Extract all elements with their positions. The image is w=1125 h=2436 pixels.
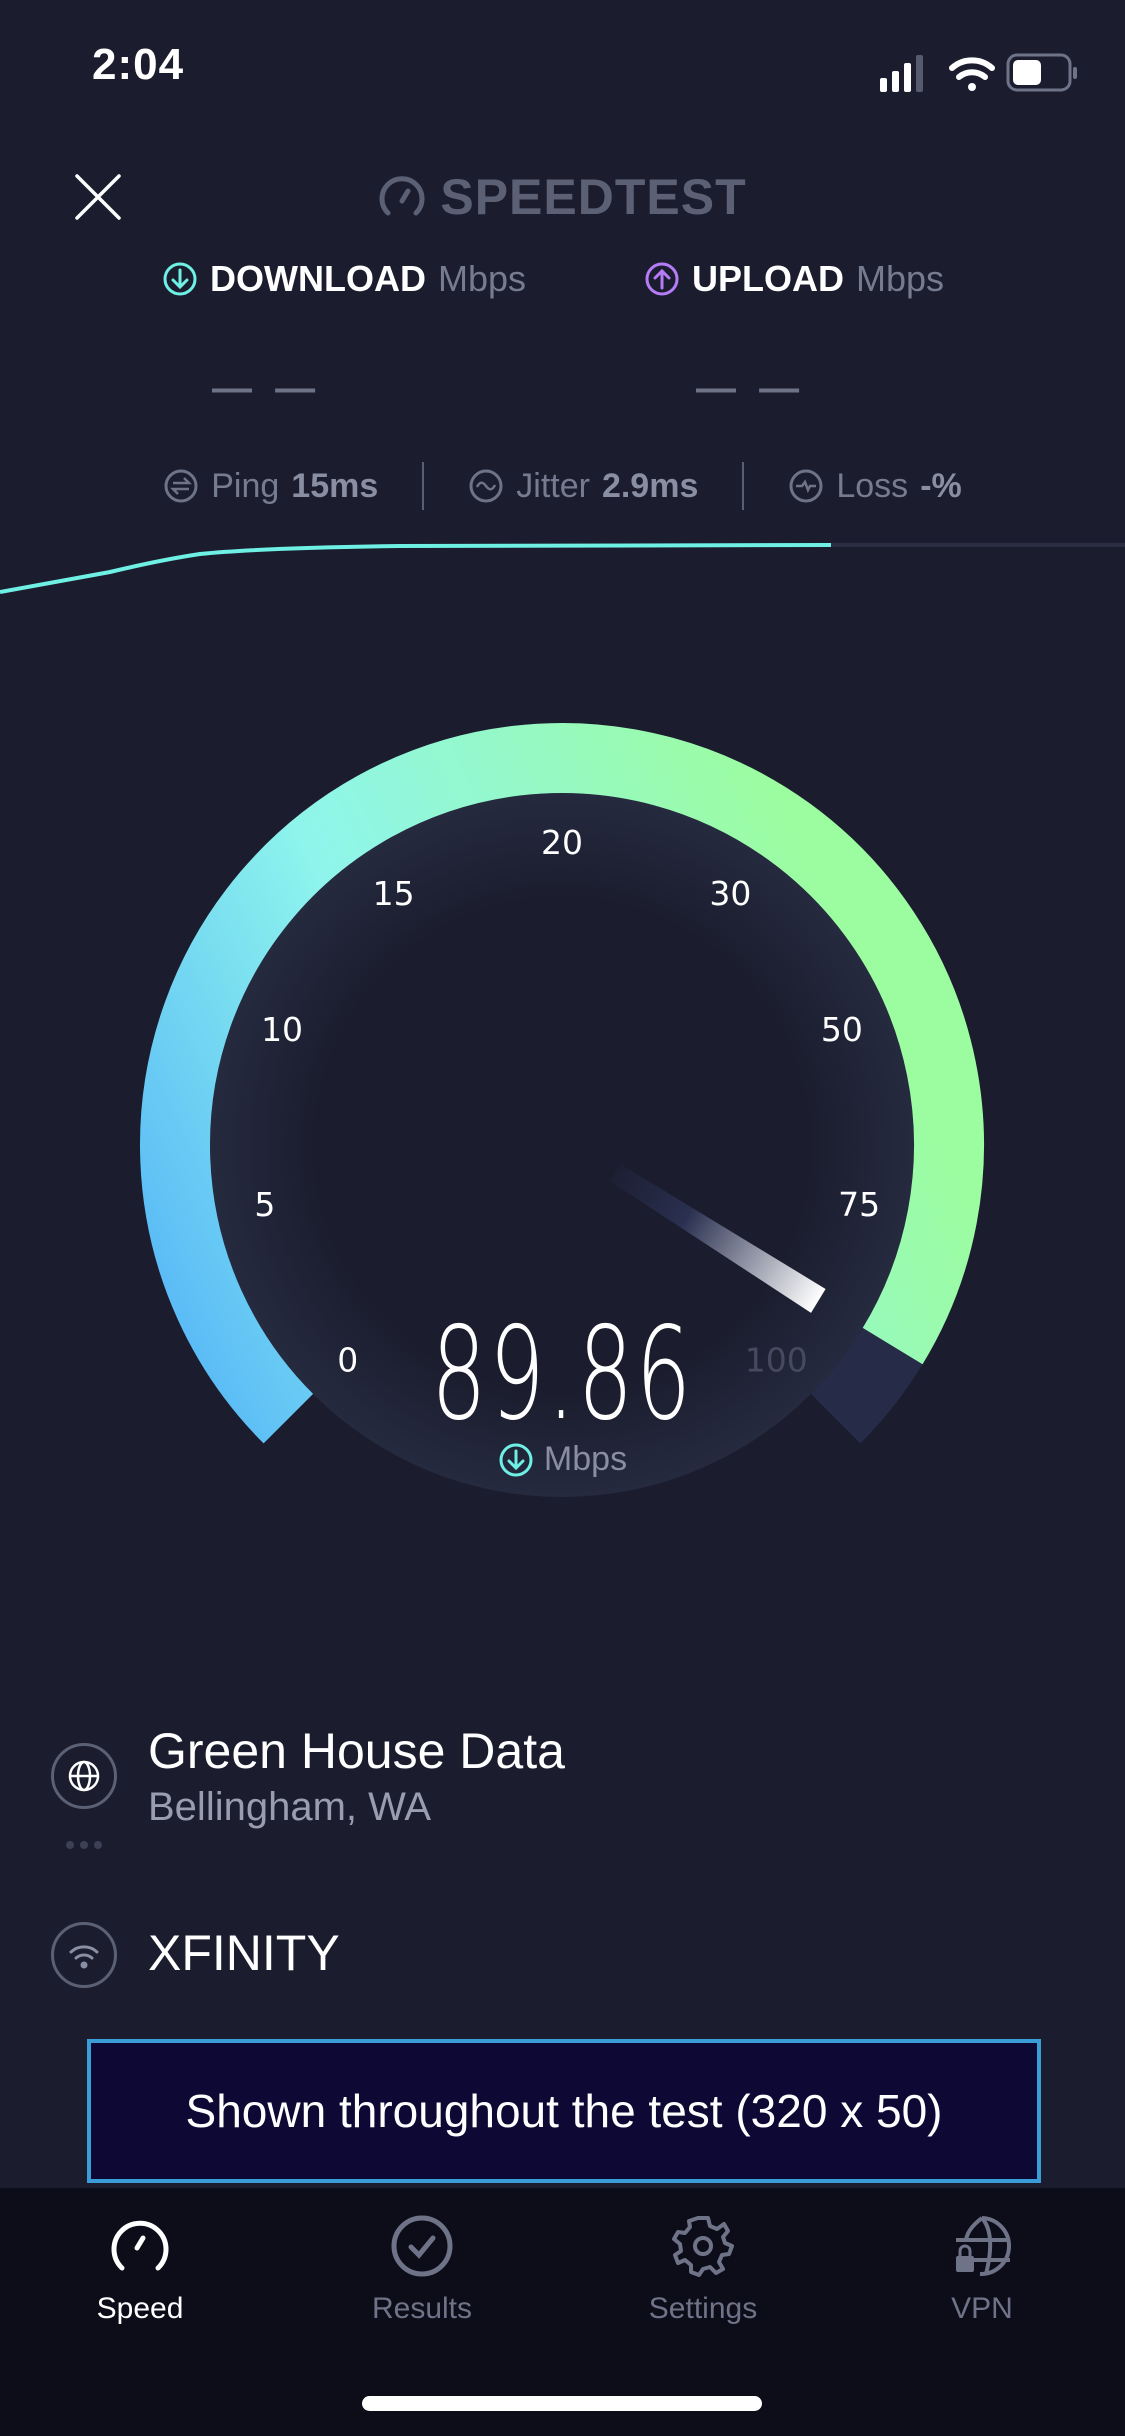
isp-icon-circle [51, 1922, 117, 1988]
server-name[interactable]: Green House Data [148, 1723, 565, 1779]
download-value: — — [212, 366, 322, 410]
divider [742, 462, 745, 510]
tab-label: Settings [648, 2292, 758, 2325]
gauge-tick-label: 5 [254, 1185, 275, 1224]
speed-unit: Mbps [0, 1440, 1125, 1479]
gauge-tick-label: 75 [838, 1185, 880, 1224]
close-icon[interactable] [74, 173, 122, 221]
current-speed: 89.86 [431, 1300, 694, 1449]
gauge-fill [140, 723, 984, 1444]
ad-text: Shown throughout the test (320 x 50) [185, 2085, 943, 2137]
status-time: 2:04 [92, 40, 185, 89]
vpn-globe-lock-icon [956, 2216, 1011, 2277]
ping-label: Ping [211, 466, 280, 505]
tab-label: Speed [96, 2292, 184, 2325]
status-icons [880, 53, 1077, 92]
gauge-track [810, 1327, 923, 1444]
tab-speed[interactable]: Speed [30, 2214, 250, 2326]
upload-header: UPLOAD Mbps [644, 258, 944, 300]
download-label: DOWNLOAD [210, 258, 426, 299]
wifi-icon [69, 1945, 99, 1969]
loss-metric: Loss -% [744, 467, 1005, 506]
loss-label: Loss [836, 466, 909, 505]
download-icon [499, 1443, 533, 1476]
ping-value: 15 [291, 466, 330, 505]
upload-icon [645, 262, 679, 296]
gauge-needle [610, 1164, 826, 1313]
battery-icon [1006, 53, 1077, 92]
ping-unit: ms [329, 466, 379, 505]
gear-icon [672, 2216, 734, 2277]
jitter-metric: Jitter 2.9ms [424, 467, 742, 506]
gauge-tick-label: 10 [261, 1010, 303, 1049]
upload-label: UPLOAD [692, 258, 844, 299]
upload-unit: Mbps [856, 258, 945, 299]
speedometer-logo-icon [379, 176, 425, 216]
gauge-tick-label: 20 [541, 823, 583, 862]
graph-line [0, 543, 832, 594]
tab-results[interactable]: Results [312, 2214, 532, 2326]
speed-unit-label: Mbps [543, 1440, 628, 1478]
jitter-icon [469, 469, 503, 503]
tab-bar: Speed Results Settings VPN [0, 2188, 1125, 2436]
check-circle-icon [391, 2215, 453, 2277]
gauge-tick-label: 100 [745, 1340, 808, 1379]
ping-icon [164, 469, 198, 503]
isp-name: XFINITY [148, 1925, 340, 1981]
jitter-unit: ms [649, 466, 699, 505]
speedometer-icon [111, 2220, 169, 2271]
download-unit: Mbps [437, 258, 526, 299]
tab-label: VPN [951, 2292, 1013, 2325]
logo-text: SPEEDTEST [440, 169, 747, 225]
tab-vpn[interactable]: VPN [872, 2214, 1092, 2326]
divider [422, 462, 425, 510]
ping-metric: Ping 15ms [119, 467, 422, 506]
jitter-value: 2.9 [601, 466, 650, 505]
needle [610, 1164, 826, 1313]
loss-value: - [920, 466, 932, 505]
metrics-row: Ping 15ms Jitter 2.9ms Loss -% [0, 462, 1125, 510]
home-indicator[interactable] [362, 2396, 762, 2411]
download-icon [163, 262, 197, 296]
speed-gauge: 0 5 10 15 20 30 50 75 100 [140, 723, 984, 1497]
cellular-signal-icon [880, 55, 923, 92]
loss-unit: % [931, 466, 962, 505]
download-header: DOWNLOAD Mbps [162, 258, 526, 300]
more-dots-icon [66, 1841, 102, 1849]
gauge-tick-label: 50 [821, 1010, 863, 1049]
server-location: Bellingham, WA [148, 1785, 432, 1829]
gauge-tick-label: 0 [337, 1340, 358, 1379]
wifi-icon [949, 57, 995, 91]
tab-settings[interactable]: Settings [593, 2214, 813, 2326]
globe-icon [68, 1760, 100, 1792]
jitter-label: Jitter [516, 466, 590, 505]
tab-label: Results [371, 2292, 473, 2325]
upload-value: — — [696, 366, 806, 410]
speed-graph [0, 543, 1125, 594]
loss-icon [789, 469, 823, 503]
gauge-tick-label: 15 [373, 874, 415, 913]
gauge-inner [210, 793, 914, 1497]
gauge-tick-label: 30 [709, 874, 751, 913]
server-button[interactable] [51, 1743, 117, 1809]
ad-banner[interactable]: Shown throughout the test (320 x 50) [87, 2039, 1041, 2183]
speedtest-logo: SPEEDTEST [0, 168, 1125, 226]
